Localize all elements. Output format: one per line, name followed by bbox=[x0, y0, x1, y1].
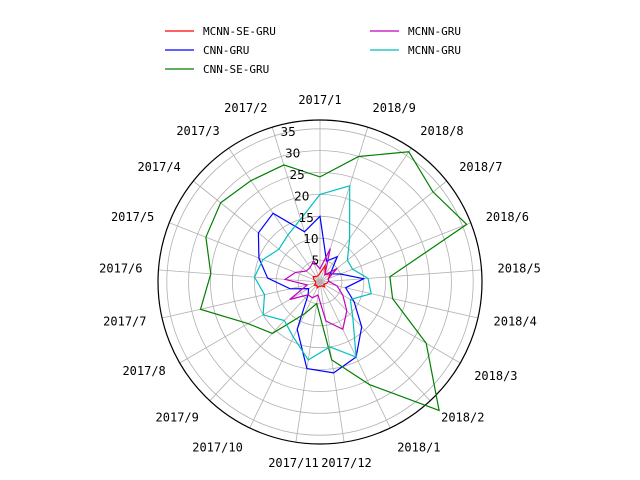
month-label: 2017/8 bbox=[122, 364, 165, 378]
radial-tick-label: 35 bbox=[280, 125, 295, 139]
radial-tick-label: 5 bbox=[312, 254, 320, 268]
radar-spoke bbox=[319, 222, 471, 283]
month-label: 2017/12 bbox=[321, 456, 372, 470]
series-line-2 bbox=[199, 151, 468, 412]
series-line-4 bbox=[253, 185, 372, 361]
legend-label: MCNN-GRU bbox=[408, 25, 461, 38]
radar-ring bbox=[188, 150, 452, 414]
radial-tick-labels: 5 10 15 20 25 30 35 bbox=[280, 125, 319, 268]
radar-spoke bbox=[319, 281, 391, 429]
radar-series bbox=[199, 151, 468, 412]
radar-spoke bbox=[179, 281, 321, 364]
radar-ring bbox=[297, 259, 343, 305]
month-label: 2017/6 bbox=[99, 262, 142, 276]
month-label: 2017/4 bbox=[137, 160, 180, 174]
month-label: 2018/4 bbox=[494, 315, 537, 329]
radar-spoke bbox=[271, 127, 321, 283]
radar-spoke bbox=[158, 269, 321, 283]
radar-spoke bbox=[319, 180, 447, 283]
month-label: 2018/1 bbox=[397, 440, 440, 454]
radial-tick-label: 30 bbox=[285, 147, 300, 161]
month-label: 2017/10 bbox=[192, 440, 243, 454]
month-label: 2018/2 bbox=[441, 411, 484, 425]
month-labels: 2017/1 2018/9 2018/8 2018/7 2018/6 2018/5 2018… bbox=[99, 93, 541, 470]
radar-spoke bbox=[319, 127, 369, 283]
month-label: 2017/7 bbox=[103, 315, 146, 329]
radar-grid bbox=[157, 119, 483, 445]
radar-spoke bbox=[319, 281, 345, 443]
radial-tick-label: 10 bbox=[303, 232, 318, 246]
radar-spoke bbox=[228, 147, 321, 283]
month-label: 2018/6 bbox=[486, 210, 529, 224]
month-label: 2018/8 bbox=[420, 124, 463, 138]
radar-spoke bbox=[209, 281, 321, 402]
radial-tick-label: 15 bbox=[299, 211, 314, 225]
month-label: 2018/9 bbox=[373, 101, 416, 115]
radar-ring bbox=[166, 128, 474, 436]
legend-label: MCNN-GRU bbox=[408, 44, 461, 57]
month-label: 2017/11 bbox=[268, 456, 319, 470]
month-label: 2018/5 bbox=[498, 262, 541, 276]
month-label: 2018/7 bbox=[459, 160, 502, 174]
month-label: 2017/2 bbox=[224, 101, 267, 115]
month-label: 2017/3 bbox=[176, 124, 219, 138]
series-line-3 bbox=[283, 248, 348, 331]
month-label: 2017/5 bbox=[111, 210, 154, 224]
radar-spoke bbox=[193, 180, 321, 283]
radar-spoke bbox=[319, 269, 482, 283]
month-label: 2017/1 bbox=[298, 93, 341, 107]
radar-spoke bbox=[319, 147, 412, 283]
legend: MCNN-SE-GRU CNN-GRU CNN-SE-GRU MCNN-GRU MCNN… bbox=[165, 25, 461, 76]
legend-label: CNN-GRU bbox=[203, 44, 249, 57]
radar-spoke bbox=[162, 281, 321, 319]
radar-spoke bbox=[295, 281, 321, 443]
month-label: 2017/9 bbox=[156, 411, 199, 425]
radial-tick-label: 25 bbox=[290, 168, 305, 182]
month-label: 2018/3 bbox=[474, 369, 517, 383]
series-line-0 bbox=[312, 263, 332, 290]
series-line-1 bbox=[257, 212, 366, 374]
radar-spoke bbox=[249, 281, 321, 429]
legend-label: MCNN-SE-GRU bbox=[203, 25, 276, 38]
radar-ring bbox=[210, 172, 430, 392]
radar-spoke bbox=[319, 281, 431, 402]
legend-label: CNN-SE-GRU bbox=[203, 63, 269, 76]
radar-frame bbox=[157, 119, 483, 445]
radial-tick-label: 20 bbox=[294, 189, 309, 203]
